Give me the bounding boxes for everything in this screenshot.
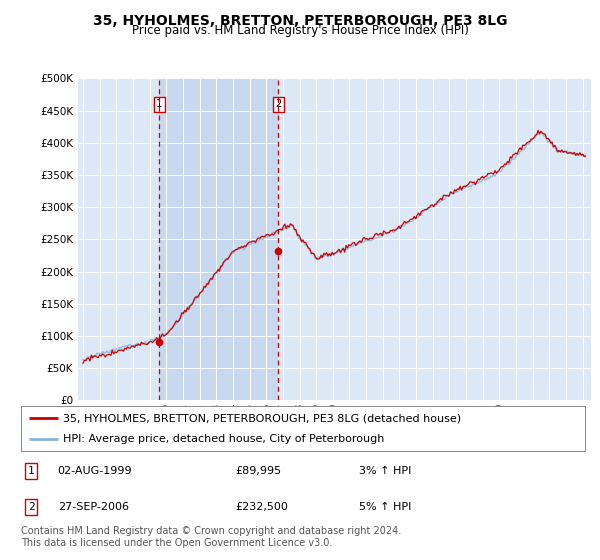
Text: 2: 2 — [28, 502, 35, 512]
Text: 02-AUG-1999: 02-AUG-1999 — [58, 466, 132, 476]
Text: Price paid vs. HM Land Registry's House Price Index (HPI): Price paid vs. HM Land Registry's House … — [131, 24, 469, 36]
Text: 1: 1 — [156, 99, 163, 109]
Text: £89,995: £89,995 — [235, 466, 281, 476]
Text: £232,500: £232,500 — [235, 502, 288, 512]
Text: 35, HYHOLMES, BRETTON, PETERBOROUGH, PE3 8LG (detached house): 35, HYHOLMES, BRETTON, PETERBOROUGH, PE3… — [64, 413, 461, 423]
Text: 1: 1 — [28, 466, 35, 476]
Text: 2: 2 — [275, 99, 281, 109]
Text: 3% ↑ HPI: 3% ↑ HPI — [359, 466, 412, 476]
Text: 5% ↑ HPI: 5% ↑ HPI — [359, 502, 412, 512]
Text: 35, HYHOLMES, BRETTON, PETERBOROUGH, PE3 8LG: 35, HYHOLMES, BRETTON, PETERBOROUGH, PE3… — [93, 14, 507, 28]
Text: 27-SEP-2006: 27-SEP-2006 — [58, 502, 128, 512]
Text: Contains HM Land Registry data © Crown copyright and database right 2024.
This d: Contains HM Land Registry data © Crown c… — [21, 526, 401, 548]
Text: HPI: Average price, detached house, City of Peterborough: HPI: Average price, detached house, City… — [64, 433, 385, 444]
Bar — [160, 78, 278, 400]
